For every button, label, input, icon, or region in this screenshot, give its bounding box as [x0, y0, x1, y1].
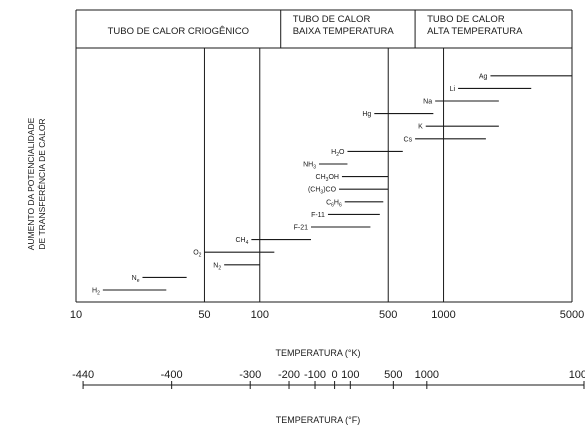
- fahrenheit-tick-label: 1000: [415, 369, 439, 381]
- fluid-label: H2: [92, 288, 100, 297]
- region-title-line2: ALTA TEMPERATURA: [427, 26, 523, 37]
- fluid-label: C6H6: [326, 199, 342, 208]
- y-axis-label-line1: AUMENTO DA POTENCIALIDADE: [26, 117, 36, 250]
- fahrenheit-tick-label: 0: [332, 369, 338, 381]
- kelvin-tick-label: 500: [379, 309, 397, 321]
- kelvin-axis-title: TEMPERATURA (°K): [276, 348, 361, 358]
- fluid-label: F-11: [311, 212, 325, 219]
- fluid-label: Cs: [404, 136, 413, 143]
- region-title-line2: BAIXA TEMPERATURA: [293, 26, 395, 37]
- fluid-label: NH3: [303, 162, 316, 171]
- fluid-label: Hg: [362, 111, 371, 118]
- y-axis-label: AUMENTO DA POTENCIALIDADE DE TRANSFERÊNCI…: [26, 117, 47, 250]
- fahrenheit-tick-label: 500: [384, 369, 402, 381]
- kelvin-axis: 10 50 100 500 1000 5000 TEMPERATURA (°K): [70, 309, 584, 358]
- fahrenheit-axis-title: TEMPERATURA (°F): [276, 415, 360, 425]
- region-title-line1: TUBO DE CALOR: [427, 14, 505, 25]
- fluid-label: F-21: [294, 225, 309, 232]
- kelvin-tick-label: 1000: [431, 309, 455, 321]
- fluid-label: Na: [423, 99, 432, 106]
- fahrenheit-tick-label: -400: [161, 369, 183, 381]
- fluid-label: N2: [213, 262, 221, 271]
- fluid-label: CH3OH: [316, 174, 339, 183]
- fahrenheit-tick-label: -300: [239, 369, 261, 381]
- fluid-label: (CH3)CO: [308, 187, 337, 196]
- kelvin-tick-label: 5000: [560, 309, 584, 321]
- kelvin-tick-label: 100: [251, 309, 269, 321]
- fahrenheit-tick-label: 100: [341, 369, 359, 381]
- fluid-label: K: [418, 124, 423, 131]
- fahrenheit-tick-label: -440: [72, 369, 94, 381]
- kelvin-tick-label: 10: [70, 309, 82, 321]
- fahrenheit-tick-label: 10000: [569, 369, 585, 381]
- fluid-label: H2O: [331, 149, 345, 158]
- fluid-label: Li: [450, 86, 456, 93]
- kelvin-tick-label: 50: [198, 309, 210, 321]
- fluid-label: Ne: [132, 275, 140, 284]
- fahrenheit-tick-label: -200: [278, 369, 300, 381]
- region-title-line1: TUBO DE CALOR: [293, 14, 371, 25]
- region-title-line1: TUBO DE CALOR CRIOGÊNICO: [108, 26, 249, 37]
- fluid-label: O2: [193, 250, 201, 259]
- fluid-label: Ag: [479, 73, 488, 80]
- fluid-label: CH4: [235, 237, 248, 246]
- fahrenheit-tick-label: -100: [304, 369, 326, 381]
- y-axis-label-line2: DE TRANSFERÊNCIA DE CALOR: [37, 118, 47, 249]
